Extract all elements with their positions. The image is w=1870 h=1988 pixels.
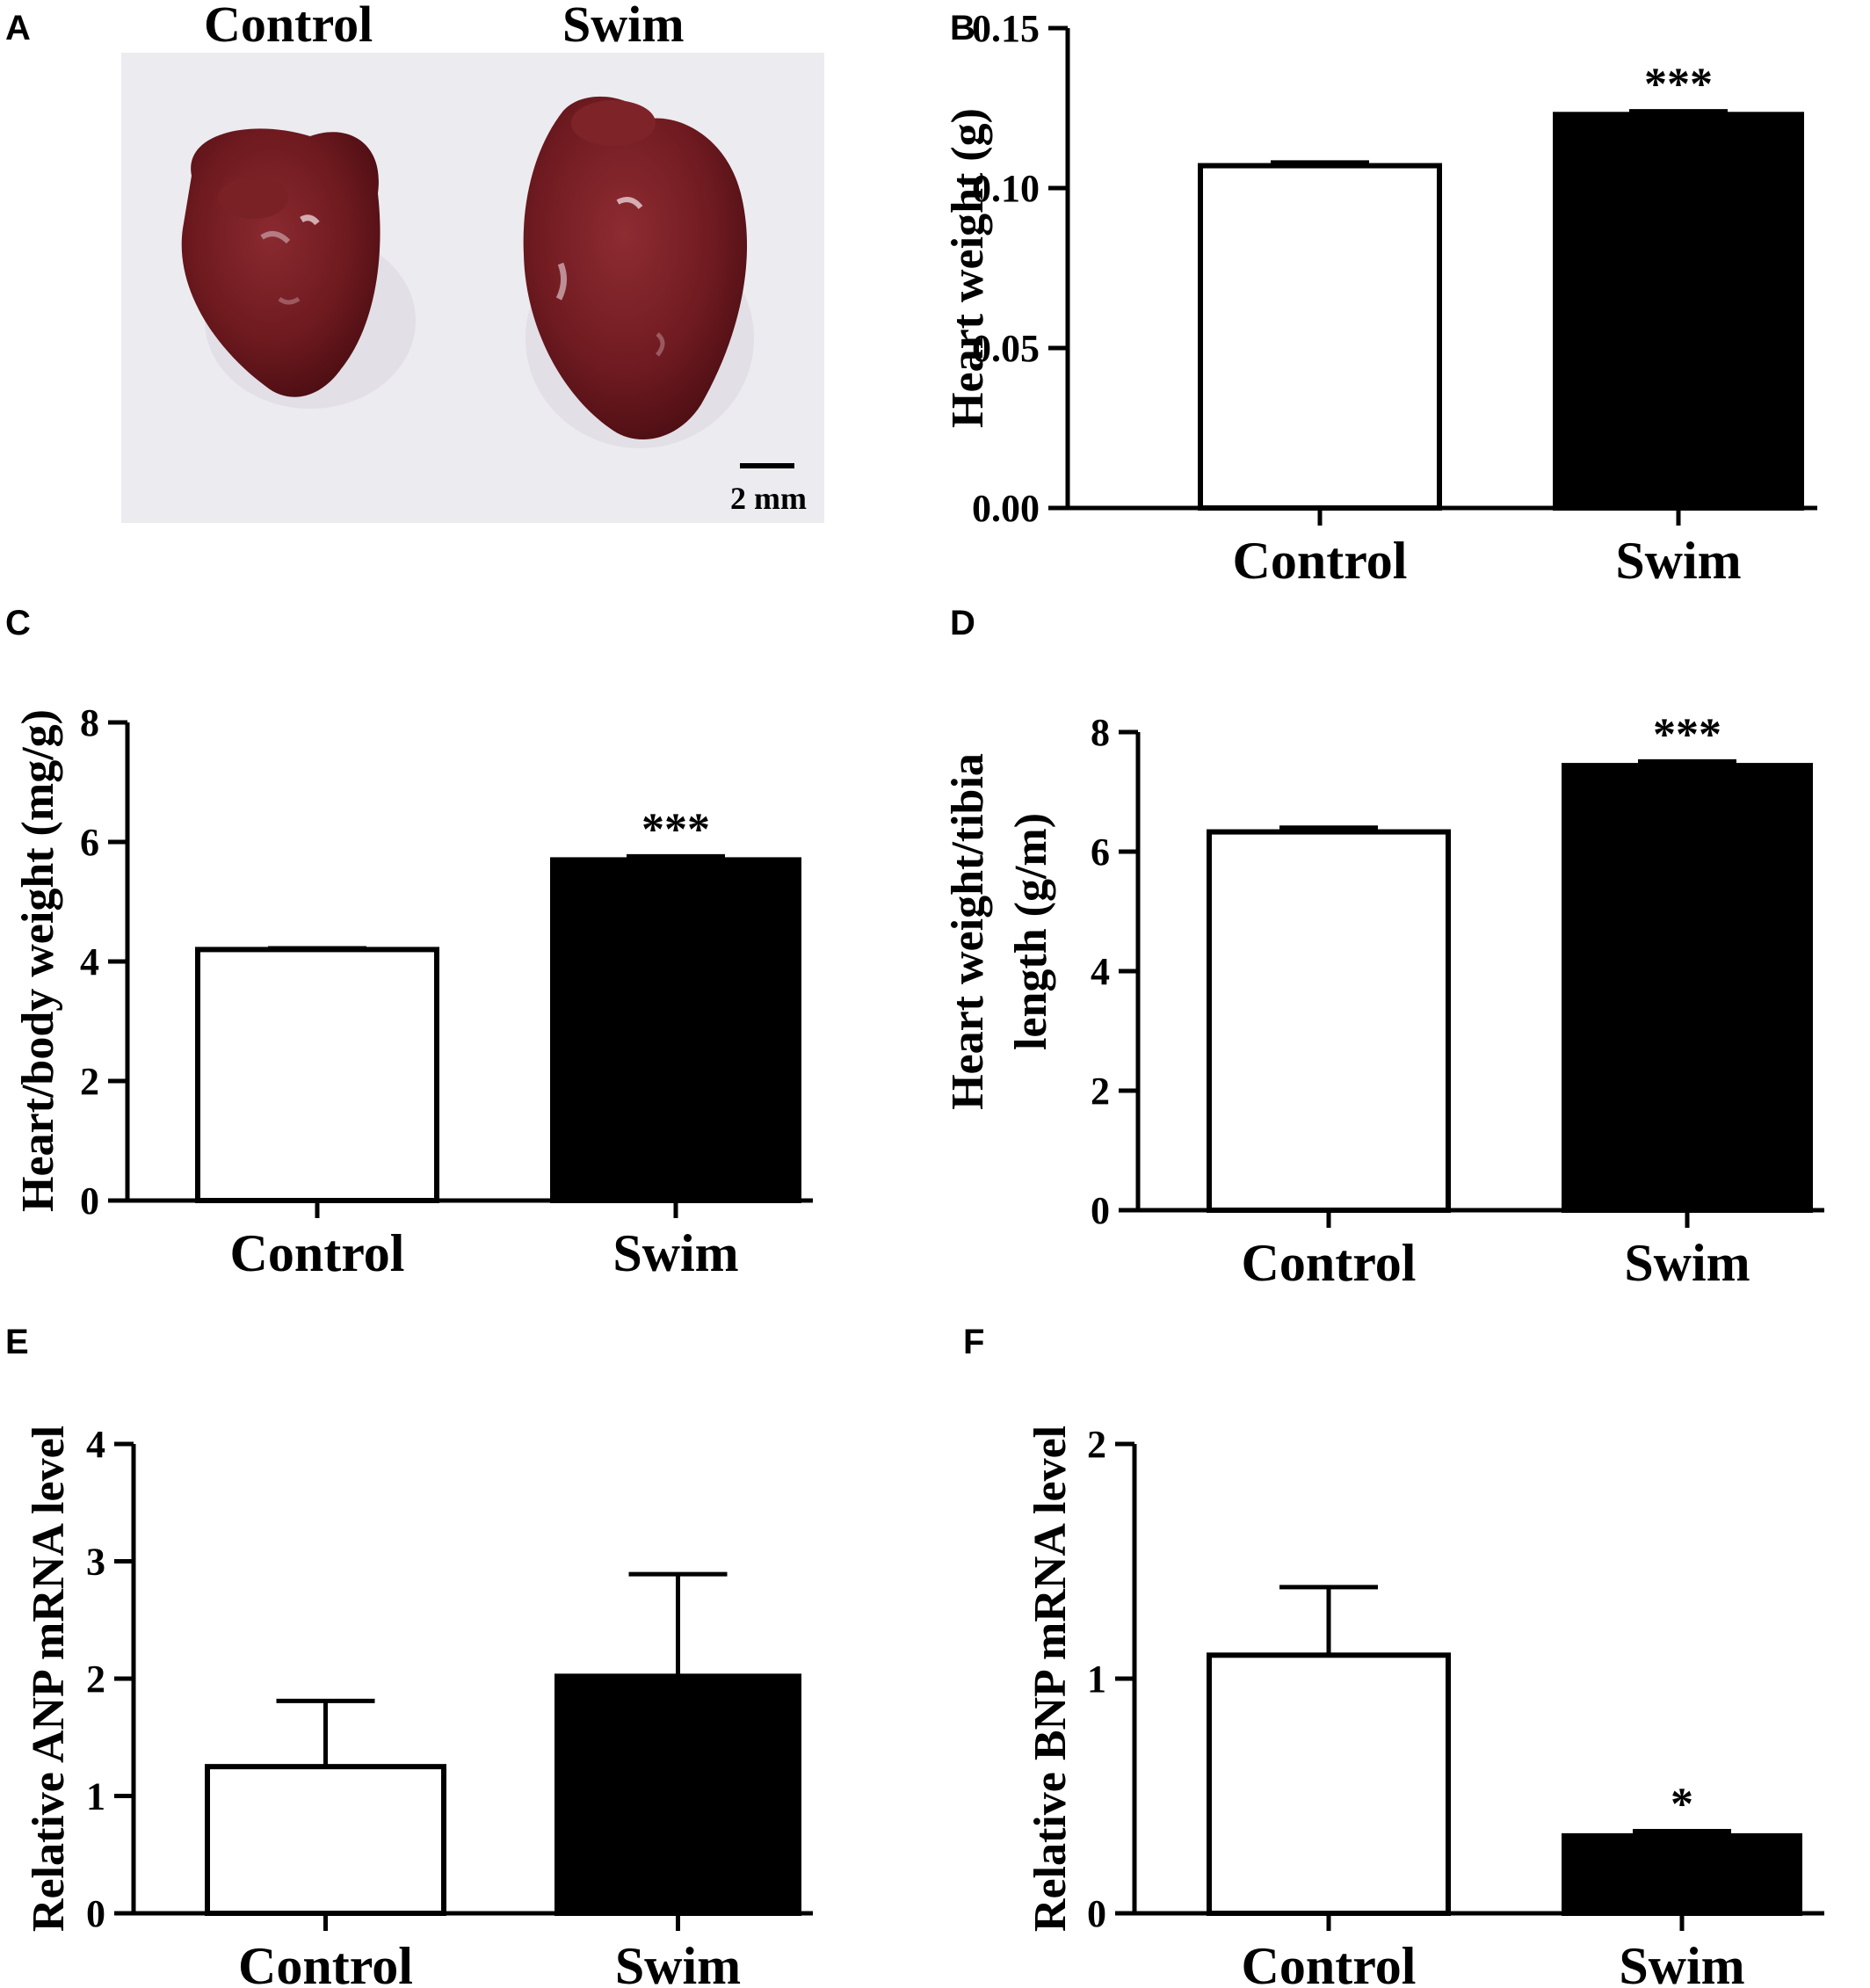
chart-c-bar-swim xyxy=(550,857,801,1204)
chart-e-y-tick-label: 3 xyxy=(86,1541,105,1584)
chart-e-category-label: Swim xyxy=(615,1937,741,1988)
photo-label-swim: Swim xyxy=(562,0,685,53)
chart-c-y-axis-label: Heart/body weight (mg/g) xyxy=(13,709,63,1212)
control-heart xyxy=(181,128,416,409)
chart-c-y-tick-label: 0 xyxy=(80,1179,99,1223)
chart-d-category-label: Control xyxy=(1242,1234,1417,1292)
chart-e-y-tick-label: 0 xyxy=(86,1892,105,1935)
chart-e-y-tick-label: 2 xyxy=(86,1658,105,1701)
chart-d-category-label: Swim xyxy=(1624,1234,1750,1292)
chart-c-y-tick-label: 4 xyxy=(80,940,99,983)
chart-b-category-label: Control xyxy=(1233,532,1408,590)
chart-c-y-tick-label: 2 xyxy=(80,1060,99,1103)
heart-photo: 2 mm xyxy=(121,53,824,523)
chart-d-y-tick-label: 6 xyxy=(1091,831,1110,874)
chart-d-significance-label: *** xyxy=(1653,709,1721,759)
chart-b-y-tick-label: 0.05 xyxy=(972,327,1040,370)
chart-d-y-tick-label: 2 xyxy=(1091,1070,1110,1113)
chart-e-y-tick-label: 4 xyxy=(86,1423,105,1466)
chart-b-significance-label: *** xyxy=(1644,60,1713,110)
chart-c-significance-label: *** xyxy=(641,804,710,854)
chart-d-bar-swim xyxy=(1562,763,1813,1214)
chart-f-significance-label: * xyxy=(1671,1780,1693,1830)
chart-e-bar-control xyxy=(205,1764,446,1916)
chart-c-category-label: Control xyxy=(230,1224,405,1282)
chart-e-y-axis-label: Relative ANP mRNA level xyxy=(24,1426,74,1932)
chart-f-y-axis-label: Relative BNP mRNA level xyxy=(1026,1426,1076,1932)
chart-b-bar-control xyxy=(1198,163,1442,512)
panel-letter-a: A xyxy=(5,9,31,47)
panel-letter-c: C xyxy=(5,604,31,642)
chart-b-y-tick-label: 0.15 xyxy=(972,7,1040,50)
chart-d-bar-control xyxy=(1207,829,1451,1213)
chart-e-y-tick-label: 1 xyxy=(86,1775,105,1818)
panel-letter-f: F xyxy=(963,1323,985,1361)
chart-b-y-tick-label: 0.10 xyxy=(972,167,1040,210)
chart-b-category-label: Swim xyxy=(1615,532,1741,590)
panel-letter-b: B xyxy=(950,9,975,47)
chart-c-y-tick-label: 8 xyxy=(80,701,99,744)
chart-b-bar-swim xyxy=(1553,112,1804,511)
chart-c-bar-control xyxy=(195,947,439,1204)
chart-c-category-label: Swim xyxy=(612,1224,738,1282)
chart-f-y-tick-label: 0 xyxy=(1087,1892,1106,1935)
swim-heart xyxy=(523,96,754,448)
scale-bar-label: 2 mm xyxy=(730,481,807,516)
panel-letter-e: E xyxy=(5,1323,29,1361)
chart-c-y-tick-label: 6 xyxy=(80,821,99,864)
chart-f-bar-swim xyxy=(1562,1832,1802,1916)
chart-d-y-tick-label: 4 xyxy=(1091,950,1110,993)
chart-f-bar-control xyxy=(1207,1652,1451,1917)
photo-label-control: Control xyxy=(204,0,373,53)
chart-b-y-tick-label: 0.00 xyxy=(972,487,1040,530)
chart-d-y-axis-label: length (g/m) xyxy=(1006,813,1056,1050)
chart-f-y-tick-label: 2 xyxy=(1087,1423,1106,1466)
chart-f-category-label: Control xyxy=(1242,1937,1417,1988)
chart-d-y-axis-label: Heart weight/tibia xyxy=(943,753,993,1110)
chart-e-category-label: Control xyxy=(238,1937,413,1988)
chart-f-category-label: Swim xyxy=(1619,1937,1744,1988)
chart-f-y-tick-label: 1 xyxy=(1087,1658,1106,1701)
scale-bar xyxy=(740,463,794,468)
chart-e-bar-swim xyxy=(554,1673,801,1916)
panel-letter-d: D xyxy=(950,604,975,642)
chart-d-y-tick-label: 8 xyxy=(1091,711,1110,754)
chart-b-y-axis-label: Heart weight (g) xyxy=(943,108,993,428)
chart-d-y-tick-label: 0 xyxy=(1091,1189,1110,1232)
